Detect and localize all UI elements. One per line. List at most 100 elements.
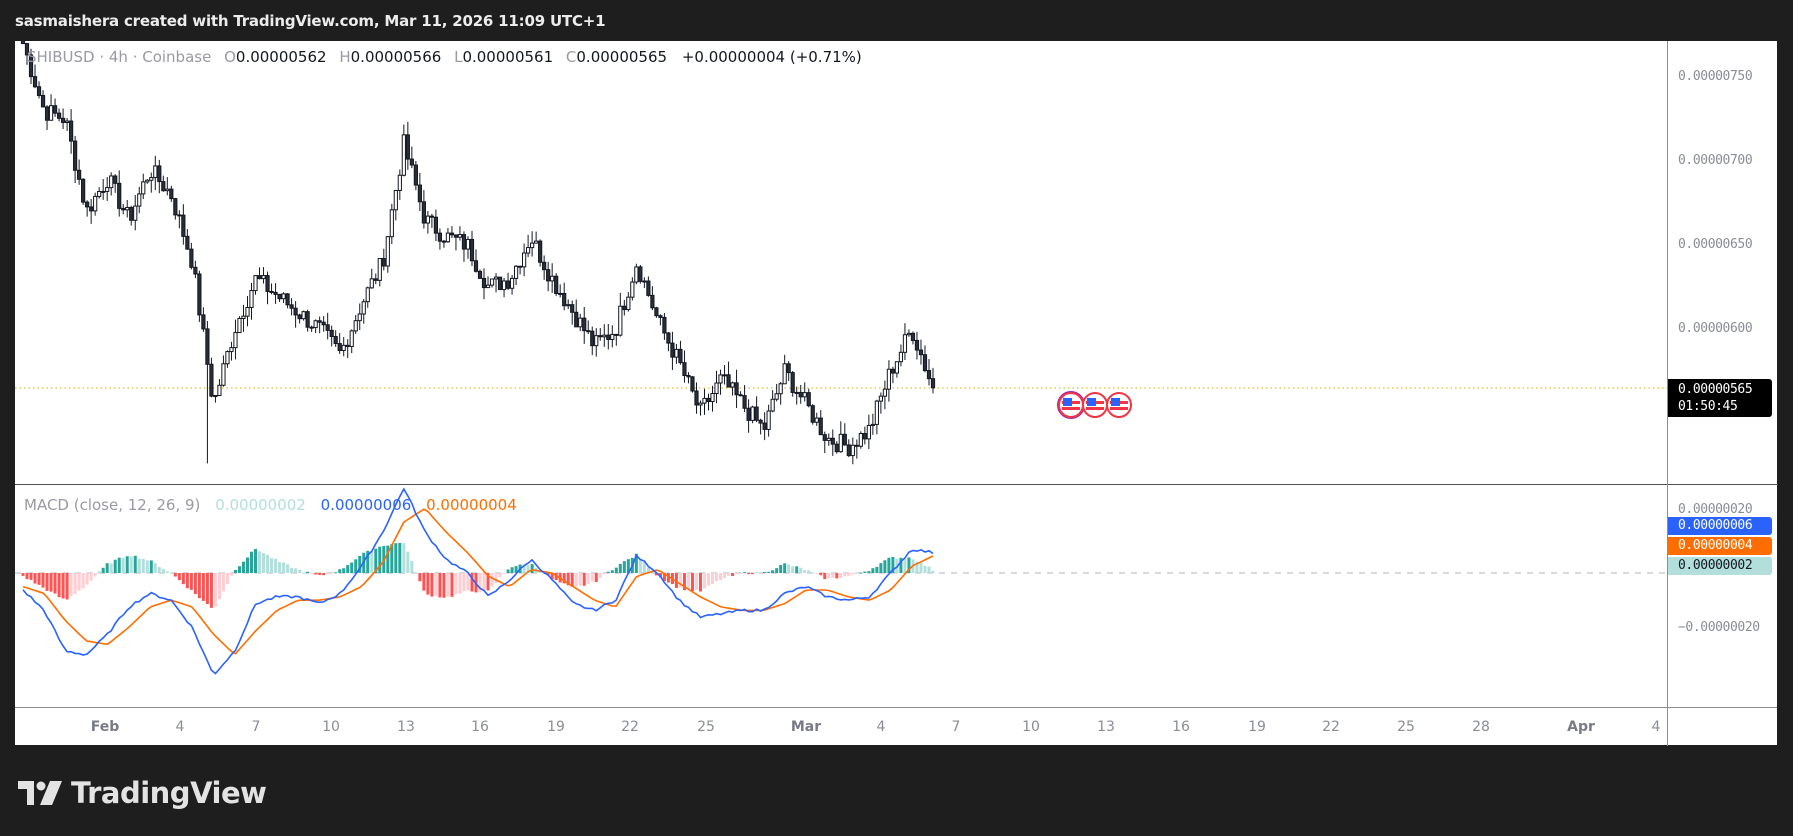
macd-histogram-bar — [398, 542, 402, 573]
macd-histogram-bar — [666, 573, 670, 583]
macd-axis[interactable]: 0.00000020 −0.00000020 0.00000006 0.0000000… — [1668, 484, 1778, 708]
candle — [32, 64, 38, 89]
candle — [662, 313, 667, 340]
economic-events[interactable] — [1057, 391, 1147, 419]
macd-indicator-name[interactable]: MACD (close, 12, 26, 9) — [24, 496, 201, 514]
macd-histogram-bar — [374, 548, 378, 573]
candle — [918, 339, 924, 365]
macd-pane[interactable]: MACD (close, 12, 26, 9) 0.00000002 0.000… — [15, 484, 1667, 708]
candle — [197, 270, 202, 322]
macd-histogram-bar — [173, 573, 177, 577]
price-axis-label: 0.00000700 — [1678, 153, 1753, 168]
candle — [770, 390, 775, 413]
macd-histogram-bar — [462, 573, 466, 592]
macd-histogram-bar — [442, 573, 446, 598]
candle — [722, 365, 727, 385]
candle — [493, 273, 499, 293]
candle — [161, 175, 166, 192]
macd-histogram-bar — [418, 573, 422, 582]
macd-histogram-bar — [662, 573, 666, 582]
candle — [40, 90, 46, 108]
macd-histogram-bar — [755, 571, 759, 573]
bar-countdown: 01:50:45 — [1678, 399, 1738, 414]
price-axis[interactable]: 0.00000750 0.00000700 0.00000650 0.00000600… — [1667, 41, 1778, 707]
candle — [834, 441, 839, 454]
candle — [550, 263, 555, 293]
us-flag-icon[interactable] — [1105, 391, 1133, 419]
time-axis-label: 7 — [251, 719, 261, 735]
candle — [385, 236, 390, 273]
macd-histogram-bar — [498, 573, 502, 578]
candle — [105, 176, 110, 201]
candle — [858, 431, 863, 449]
macd-histogram-bar — [458, 573, 462, 594]
candle — [397, 169, 402, 200]
candle — [257, 267, 262, 280]
macd-chart[interactable] — [15, 485, 1667, 708]
macd-histogram-bar — [747, 573, 751, 575]
macd-histogram-bar — [270, 558, 274, 573]
price-pane[interactable]: SHIBUSD · 4h · Coinbase O0.00000562 H0.0… — [15, 41, 1667, 484]
candle — [349, 329, 354, 354]
macd-histogram-bar — [554, 573, 558, 581]
macd-histogram-bar — [358, 555, 362, 573]
macd-histogram-bar — [298, 569, 302, 573]
candle — [253, 275, 258, 295]
symbol-info[interactable]: SHIBUSD · 4h · Coinbase — [27, 48, 212, 66]
macd-histogram-bar — [402, 543, 406, 573]
candle — [473, 249, 479, 273]
macd-histogram-bar — [574, 573, 578, 587]
macd-histogram-bar — [502, 573, 506, 574]
candle — [325, 312, 330, 340]
macd-legend: MACD (close, 12, 26, 9) 0.00000002 0.000… — [24, 496, 517, 514]
time-axis-label: 25 — [697, 719, 715, 735]
candle — [293, 301, 298, 328]
candle — [265, 271, 270, 305]
candle — [654, 306, 659, 318]
candle — [157, 159, 162, 194]
macd-histogram-bar — [598, 573, 602, 579]
macd-histogram-bar — [21, 573, 25, 576]
time-axis[interactable]: Feb 4 7 10 13 16 19 22 25 Mar 4 7 10 13 16 19 22 25 28 Apr 4 — [15, 707, 1777, 746]
macd-histogram-bar — [727, 573, 731, 576]
macd-histogram-bar — [779, 564, 783, 573]
macd-histogram-bar — [638, 558, 642, 573]
macd-histogram-bar — [907, 557, 911, 573]
candle — [48, 94, 54, 121]
macd-histogram-bar — [715, 573, 719, 582]
candle — [73, 135, 78, 183]
candle — [153, 155, 158, 191]
macd-histogram-bar — [739, 573, 743, 574]
macd-histogram-bar — [414, 572, 418, 574]
candle — [694, 382, 699, 414]
candle — [353, 315, 358, 334]
candle — [401, 124, 406, 177]
candle — [245, 296, 250, 327]
macd-histogram-bar — [406, 551, 410, 573]
macd-histogram-bar — [767, 571, 771, 573]
macd-histogram-bar — [843, 573, 847, 577]
candle — [630, 277, 635, 301]
candle — [229, 341, 234, 361]
macd-histogram-bar — [478, 573, 482, 593]
time-axis-label: 4 — [1651, 719, 1661, 735]
candlestick-chart[interactable] — [15, 41, 1667, 484]
macd-histogram-bar — [65, 573, 69, 600]
macd-histogram-bar — [490, 573, 494, 587]
us-flag-icon[interactable] — [1081, 391, 1109, 419]
candle — [409, 146, 414, 169]
macd-histogram-bar — [49, 573, 53, 592]
candle — [746, 399, 751, 433]
macd-histogram-bar — [266, 554, 270, 573]
time-axis-label: 16 — [471, 719, 489, 735]
macd-histogram-bar — [899, 557, 903, 573]
macd-histogram-bar — [45, 573, 49, 591]
time-axis-label: Feb — [90, 719, 120, 735]
macd-histogram-bar — [81, 573, 85, 589]
macd-histogram-bar — [847, 573, 851, 576]
macd-histogram-bar — [57, 573, 61, 598]
high-label: H — [339, 48, 351, 66]
candle — [838, 421, 843, 453]
time-axis-label: 19 — [1248, 719, 1266, 735]
time-axis-label: 16 — [1172, 719, 1190, 735]
